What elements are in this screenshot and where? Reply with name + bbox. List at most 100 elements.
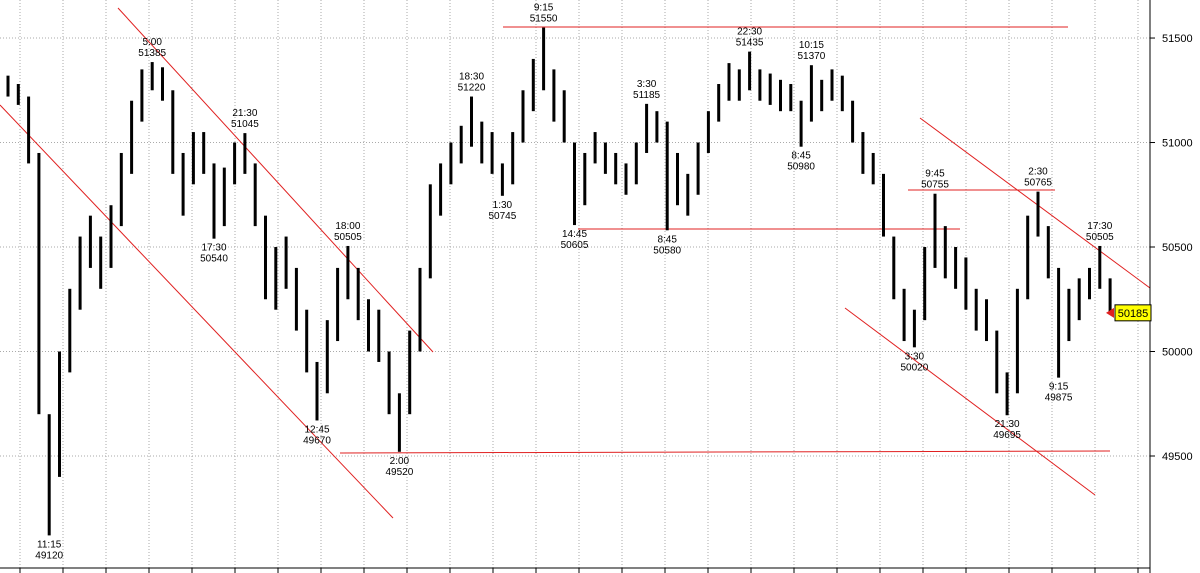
- price-bar: [964, 257, 968, 310]
- price-bar: [1005, 372, 1009, 416]
- annotation-value: 49670: [303, 435, 331, 446]
- price-bar: [521, 90, 525, 143]
- price-bar: [305, 309, 309, 373]
- annotation-time: 5:00: [142, 37, 162, 48]
- annotation-time: 8:45: [657, 234, 677, 245]
- price-bar: [665, 121, 669, 231]
- price-bar: [768, 73, 772, 105]
- price-bar: [717, 84, 721, 122]
- annotation-value: 49695: [993, 430, 1021, 441]
- trend-line: [117, 7, 434, 353]
- price-bar: [1057, 267, 1061, 378]
- annotation-value: 50580: [653, 245, 681, 256]
- price-bar: [37, 152, 41, 415]
- price-bar: [593, 132, 597, 164]
- price-bar: [830, 69, 834, 101]
- price-bar: [449, 142, 453, 185]
- annotation-value: 51385: [138, 48, 166, 59]
- price-bar: [88, 215, 92, 268]
- annotation-value: 50505: [334, 232, 362, 243]
- price-bar: [222, 167, 226, 227]
- price-bar: [758, 69, 762, 101]
- price-bar: [799, 100, 803, 147]
- price-bar: [119, 152, 123, 227]
- price-bar: [387, 351, 391, 415]
- price-bar: [1067, 288, 1071, 342]
- price-bar: [1026, 215, 1030, 300]
- price-bar: [377, 309, 381, 362]
- price-bar: [737, 69, 741, 101]
- annotation-time: 17:30: [1087, 221, 1112, 232]
- annotation-value: 50540: [200, 254, 228, 265]
- price-bar: [851, 100, 855, 143]
- price-bar: [511, 132, 515, 185]
- annotation-value: 51550: [530, 14, 558, 25]
- y-tick-label: 51000: [1162, 138, 1193, 150]
- price-bar: [16, 84, 20, 105]
- price-bar: [459, 125, 463, 164]
- trend-line: [339, 450, 1111, 454]
- price-bar: [500, 163, 504, 196]
- price-bar: [274, 247, 278, 310]
- price-bars: [6, 27, 1112, 536]
- trend-lines: [0, 7, 1151, 519]
- annotation-value: 50980: [787, 162, 815, 173]
- price-bar: [181, 152, 185, 216]
- price-bar: [233, 142, 237, 185]
- annotation-time: 9:15: [1049, 382, 1069, 393]
- annotation-value: 50605: [561, 240, 589, 251]
- price-bar: [367, 299, 370, 352]
- price-bar: [356, 267, 360, 321]
- price-bar: [418, 267, 422, 352]
- price-bar: [212, 163, 216, 239]
- price-bar: [706, 111, 710, 153]
- price-bar: [253, 163, 257, 227]
- annotation-time: 2:00: [390, 456, 410, 467]
- price-bar: [840, 75, 844, 112]
- price-bar: [820, 79, 824, 112]
- price-bar: [923, 247, 927, 321]
- price-bar: [624, 163, 628, 195]
- price-bar: [954, 247, 958, 289]
- price-bar: [140, 69, 144, 122]
- annotation-time: 21:30: [995, 419, 1020, 430]
- annotation-time: 9:45: [925, 169, 945, 180]
- price-bar: [191, 132, 195, 185]
- price-bar: [439, 163, 443, 216]
- annotation-value: 51045: [231, 119, 259, 130]
- last-price-arrow: [1106, 307, 1114, 318]
- price-bar: [68, 288, 72, 373]
- price-bar: [294, 267, 298, 331]
- price-bar: [1015, 288, 1019, 394]
- price-bar: [583, 152, 587, 206]
- price-bar: [130, 100, 134, 174]
- annotation-time: 11:15: [37, 539, 62, 550]
- price-bar: [1108, 278, 1112, 313]
- price-bar: [6, 75, 10, 97]
- annotation-value: 50020: [900, 362, 928, 373]
- price-bar: [882, 173, 885, 237]
- price-bar: [933, 193, 937, 268]
- annotation-time: 2:30: [1028, 167, 1048, 178]
- price-bar: [1077, 278, 1081, 321]
- price-bar: [1036, 191, 1040, 237]
- annotation-time: 9:15: [534, 3, 554, 14]
- price-bar: [562, 90, 566, 143]
- price-bar: [336, 267, 340, 342]
- price-bar: [202, 132, 206, 174]
- y-tick-label: 50000: [1162, 346, 1193, 358]
- y-tick-label: 50500: [1162, 242, 1193, 254]
- trend-line: [0, 104, 394, 519]
- price-bar: [943, 226, 947, 279]
- price-bar: [809, 65, 813, 122]
- price-bar: [99, 236, 103, 289]
- annotation-time: 8:45: [791, 151, 811, 162]
- price-bar: [779, 79, 782, 112]
- annotation-time: 22:30: [737, 27, 762, 38]
- trend-line: [844, 307, 1096, 496]
- annotation-time: 3:30: [905, 351, 925, 362]
- annotation-value: 51435: [736, 38, 764, 49]
- last-price-label: 50185: [1118, 308, 1149, 320]
- trend-line: [919, 117, 1151, 289]
